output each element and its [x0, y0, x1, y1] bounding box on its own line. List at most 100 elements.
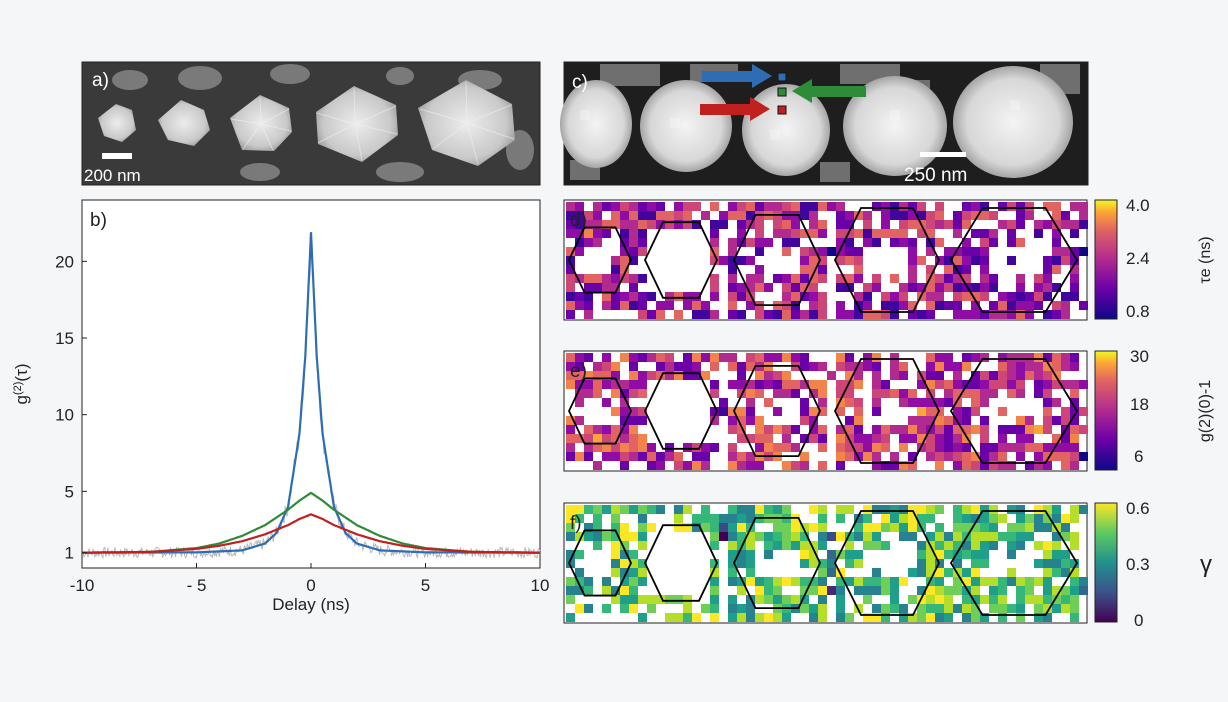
heatmap-pixel — [656, 452, 665, 461]
heatmap-pixel — [620, 238, 629, 247]
heatmap-pixel — [701, 371, 710, 380]
heatmap-pixel — [908, 211, 917, 220]
heatmap-pixel — [593, 523, 602, 532]
heatmap-pixel — [989, 283, 998, 292]
heatmap-pixel — [944, 220, 953, 229]
heatmap-pixel — [638, 301, 647, 310]
heatmap-pixel — [773, 443, 782, 452]
heatmap-pixel — [926, 301, 935, 310]
colorbar-f-tick-bottom: 0 — [1134, 611, 1143, 630]
heatmap-pixel — [638, 380, 647, 389]
heatmap-pixel — [710, 559, 719, 568]
heatmap-pixel — [791, 310, 800, 319]
heatmap-pixel — [638, 541, 647, 550]
heatmap-pixel — [629, 532, 638, 541]
heatmap-pixel — [1052, 256, 1061, 265]
heatmap-pixel — [665, 292, 674, 301]
heatmap-pixel — [890, 389, 899, 398]
heatmap-pixel — [674, 461, 683, 470]
heatmap-pixel — [818, 274, 827, 283]
heatmap-pixel — [746, 256, 755, 265]
heatmap-pixel — [917, 613, 926, 622]
heatmap-pixel — [602, 202, 611, 211]
heatmap-pixel — [863, 586, 872, 595]
heatmap-pixel — [818, 586, 827, 595]
heatmap-pixel — [872, 398, 881, 407]
heatmap-pixel — [845, 550, 854, 559]
heatmap-pixel — [665, 613, 674, 622]
heatmap-pixel — [584, 604, 593, 613]
heatmap-pixel — [890, 586, 899, 595]
heatmap-pixel — [890, 523, 899, 532]
heatmap-pixel — [818, 505, 827, 514]
heatmap-pixel — [908, 568, 917, 577]
heatmap-pixel — [710, 362, 719, 371]
heatmap-pixel — [1007, 461, 1016, 470]
heatmap-pixel — [629, 434, 638, 443]
heatmap-pixel — [908, 505, 917, 514]
heatmap-pixel — [773, 389, 782, 398]
heatmap-pixel — [728, 202, 737, 211]
heatmap-pixel — [872, 229, 881, 238]
heatmap-pixel — [1052, 443, 1061, 452]
heatmap-pixel — [629, 443, 638, 452]
heatmap-pixel — [944, 568, 953, 577]
heatmap-pixel — [1034, 283, 1043, 292]
heatmap-pixel — [818, 559, 827, 568]
heatmap-pixel — [872, 202, 881, 211]
y-tick-label: 5 — [65, 482, 74, 501]
heatmap-pixel — [674, 452, 683, 461]
heatmap-pixel — [980, 371, 989, 380]
heatmap-pixel — [737, 229, 746, 238]
heatmap-pixel — [746, 211, 755, 220]
heatmap-pixel — [971, 550, 980, 559]
heatmap-pixel — [764, 577, 773, 586]
heatmap-pixel — [890, 238, 899, 247]
panel-c-scalebar — [920, 152, 966, 157]
heatmap-pixel — [800, 586, 809, 595]
heatmap-pixel — [953, 452, 962, 461]
heatmap-pixel — [926, 434, 935, 443]
heatmap-pixel — [773, 229, 782, 238]
heatmap-pixel — [602, 380, 611, 389]
heatmap-pixel — [620, 452, 629, 461]
heatmap-pixel — [953, 559, 962, 568]
heatmap-pixel — [629, 274, 638, 283]
heatmap-pixel — [620, 541, 629, 550]
heatmap-pixel — [953, 523, 962, 532]
heatmap-pixel — [575, 505, 584, 514]
heatmap-pixel — [989, 461, 998, 470]
heatmap-pixel — [683, 202, 692, 211]
heatmap-pixel — [638, 407, 647, 416]
hexagon-outline — [644, 524, 718, 602]
heatmap-pixel — [629, 229, 638, 238]
heatmap-pixel — [1052, 283, 1061, 292]
heatmap-pixel — [818, 425, 827, 434]
panel-a-scalebar — [102, 153, 132, 159]
heatmap-pixel — [980, 310, 989, 319]
heatmap-pixel — [926, 604, 935, 613]
heatmap-pixel — [881, 505, 890, 514]
heatmap-pixel — [872, 434, 881, 443]
heatmap-pixel — [620, 586, 629, 595]
heatmap-pixel — [611, 362, 620, 371]
heatmap-pixel — [962, 568, 971, 577]
heatmap-pixel — [629, 586, 638, 595]
heatmap-pixel — [755, 425, 764, 434]
heatmap-pixel — [764, 425, 773, 434]
heatmap-pixel — [782, 247, 791, 256]
heatmap-pixel — [935, 461, 944, 470]
heatmap-pixel — [890, 461, 899, 470]
heatmap-pixel — [692, 443, 701, 452]
heatmap-pixel — [665, 443, 674, 452]
heatmap-pixel — [818, 407, 827, 416]
heatmap-pixel — [926, 407, 935, 416]
heatmap-pixel — [809, 301, 818, 310]
heatmap-pixel — [683, 301, 692, 310]
heatmap-pixel — [584, 274, 593, 283]
heatmap-pixel — [917, 568, 926, 577]
heatmap-pixel — [620, 274, 629, 283]
heatmap-pixel — [845, 380, 854, 389]
heatmap-pixel — [1025, 371, 1034, 380]
heatmap-pixel — [782, 425, 791, 434]
